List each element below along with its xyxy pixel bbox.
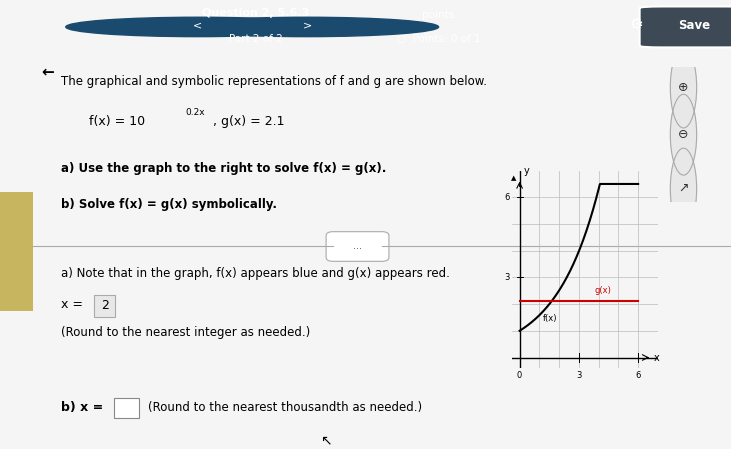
Text: 2: 2: [101, 299, 109, 312]
Text: ○  Points: 0 of 1: ○ Points: 0 of 1: [397, 34, 480, 44]
Text: The graphical and symbolic representations of f and g are shown below.: The graphical and symbolic representatio…: [61, 75, 487, 88]
Text: g(x): g(x): [595, 286, 612, 295]
Text: b) Solve f(x) = g(x) symbolically.: b) Solve f(x) = g(x) symbolically.: [61, 198, 277, 211]
FancyBboxPatch shape: [326, 232, 389, 261]
Text: y: y: [523, 166, 529, 176]
FancyBboxPatch shape: [640, 6, 731, 48]
Text: 6: 6: [504, 193, 510, 202]
Text: ↗: ↗: [678, 182, 689, 195]
Text: 3: 3: [576, 371, 582, 380]
Circle shape: [670, 94, 697, 175]
Text: ▲: ▲: [511, 175, 516, 181]
Circle shape: [175, 17, 439, 37]
Text: ⊖: ⊖: [678, 128, 689, 141]
Text: 0: 0: [517, 371, 522, 380]
Text: f(x) = 10: f(x) = 10: [88, 115, 145, 128]
Text: x =: x =: [61, 298, 87, 311]
Text: 3: 3: [504, 273, 510, 282]
Text: (Round to the nearest integer as needed.): (Round to the nearest integer as needed.…: [61, 326, 310, 339]
Circle shape: [670, 148, 697, 229]
Text: (Round to the nearest thousandth as needed.): (Round to the nearest thousandth as need…: [148, 401, 423, 414]
FancyBboxPatch shape: [94, 295, 115, 317]
Text: b) x =: b) x =: [61, 401, 107, 414]
Text: f(x): f(x): [543, 314, 558, 323]
Text: x: x: [654, 352, 659, 362]
Circle shape: [670, 47, 697, 128]
Text: >: >: [303, 21, 311, 31]
Text: , g(x) = 2.1: , g(x) = 2.1: [213, 115, 284, 128]
Text: ↖: ↖: [320, 433, 332, 447]
Text: points: points: [423, 10, 455, 20]
Text: ⊕: ⊕: [678, 81, 689, 94]
Text: <: <: [193, 21, 202, 31]
Text: Part 2 of 2: Part 2 of 2: [229, 34, 283, 44]
Text: a) Use the graph to the right to solve f(x) = g(x).: a) Use the graph to the right to solve f…: [61, 162, 386, 175]
Text: ⚙: ⚙: [629, 17, 643, 32]
Circle shape: [66, 17, 329, 37]
Text: a) Note that in the graph, f(x) appears blue and g(x) appears red.: a) Note that in the graph, f(x) appears …: [61, 267, 450, 280]
Text: 6: 6: [635, 371, 641, 380]
FancyBboxPatch shape: [0, 54, 33, 449]
Text: 0.2x: 0.2x: [185, 108, 205, 117]
FancyBboxPatch shape: [114, 398, 139, 418]
Text: Save: Save: [678, 19, 710, 32]
Text: ...: ...: [353, 241, 362, 251]
Text: ←: ←: [41, 64, 54, 79]
FancyBboxPatch shape: [0, 192, 33, 311]
Text: Question 2, 5.6.3: Question 2, 5.6.3: [202, 9, 309, 18]
